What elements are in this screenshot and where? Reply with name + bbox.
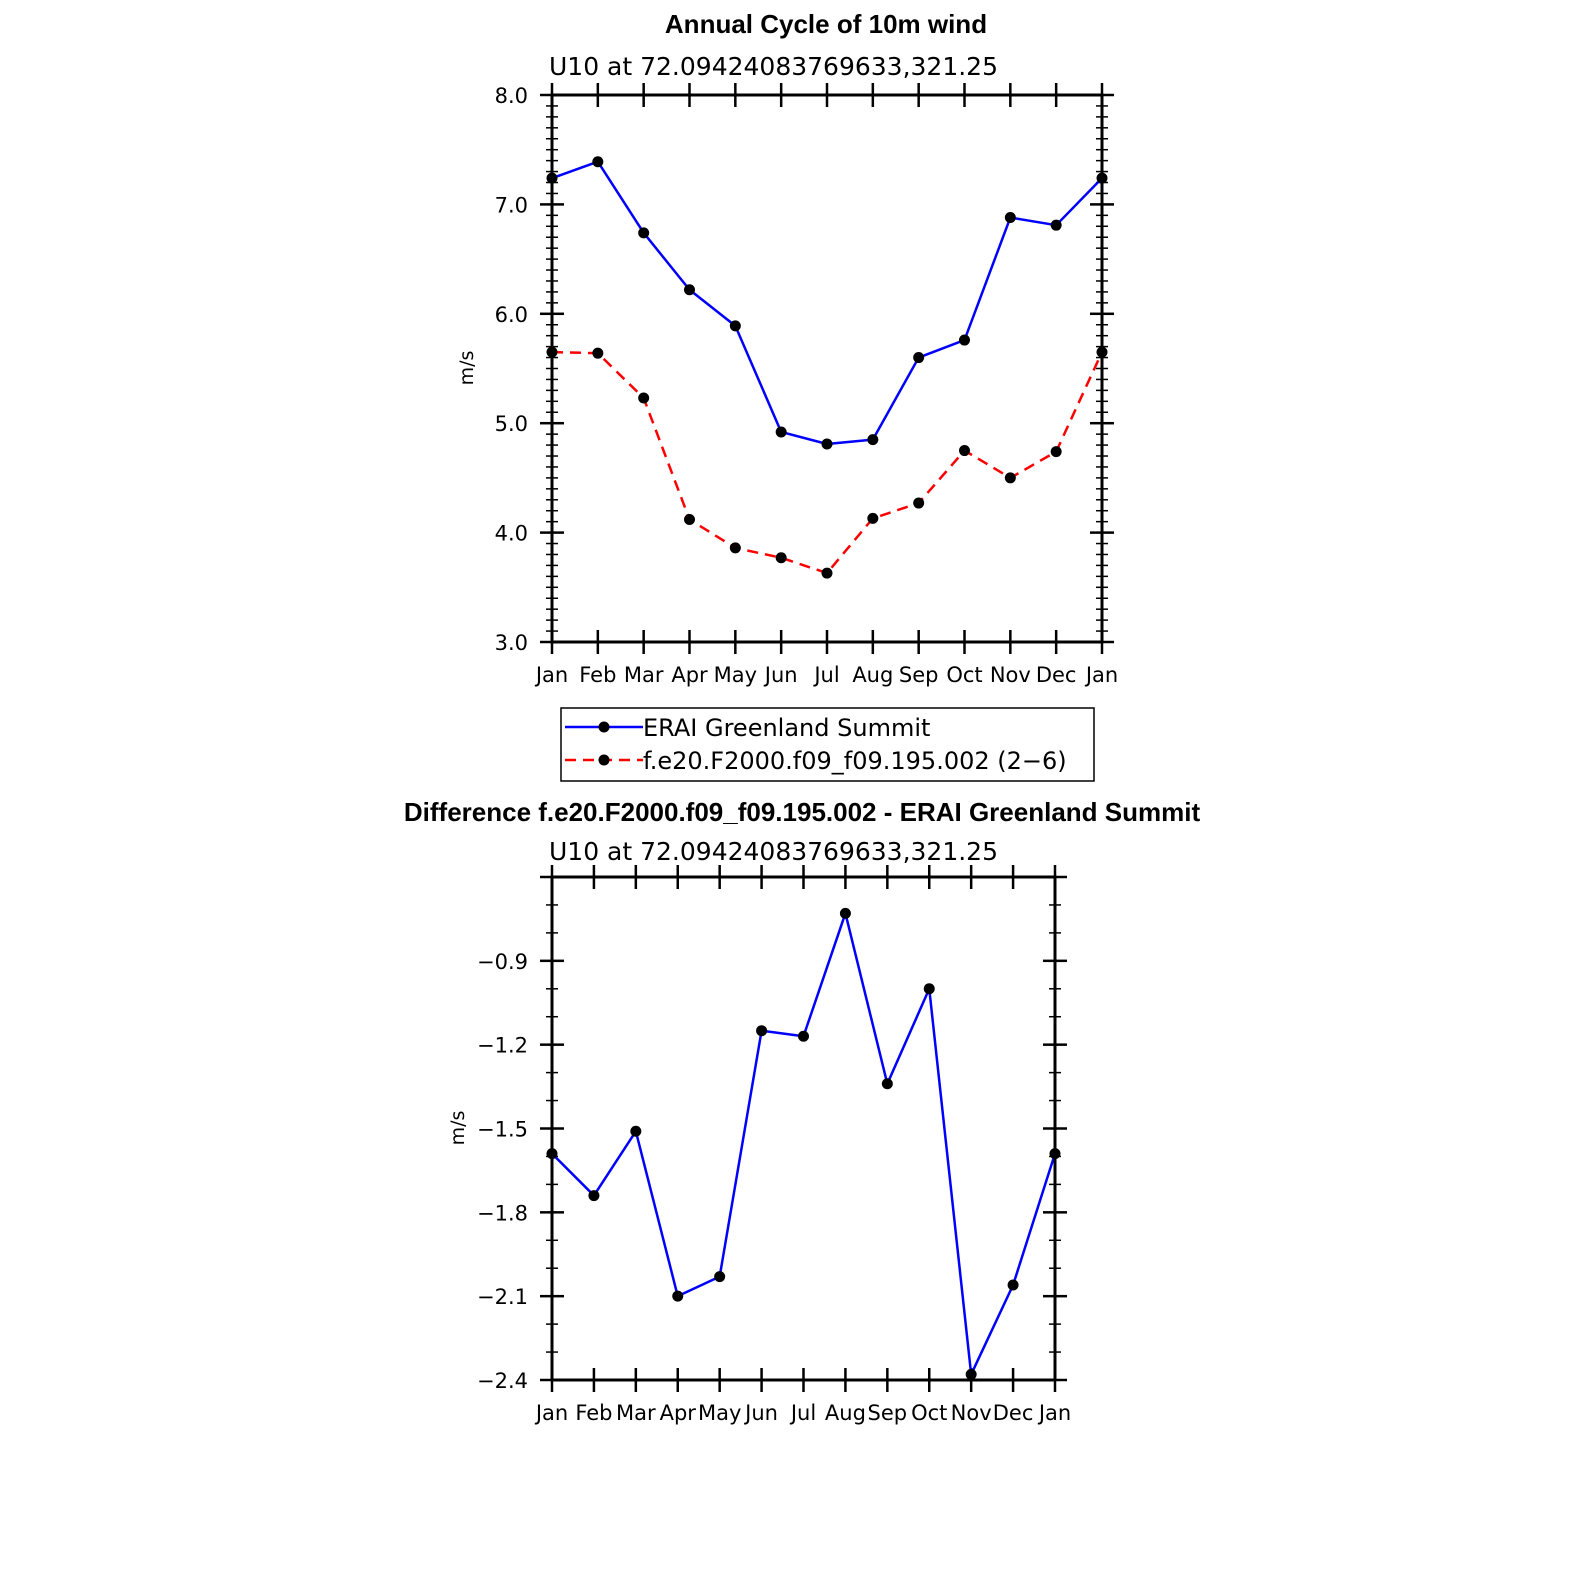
panel1-series-line-1 <box>551 350 1104 575</box>
panel2-series-0-point <box>839 907 851 919</box>
panel1-series-1-point <box>913 497 925 509</box>
panel1-series-1-point <box>592 347 604 359</box>
panel1-series-0-point <box>638 227 650 239</box>
panel1-series-1-point <box>1004 472 1016 484</box>
panel1-x-tick-label: Sep <box>899 663 939 687</box>
panel2-y-tick-label: −1.8 <box>477 1201 528 1225</box>
panel1-series-1-point <box>638 392 650 404</box>
panel2-x-tick-label: Jan <box>534 1401 568 1425</box>
panel2-x-tick-label: Mar <box>616 1401 656 1425</box>
panel2-y-tick-label: −2.1 <box>477 1285 528 1309</box>
panel2-y-axis-label: m/s <box>447 1111 469 1146</box>
panel1-plot-frame <box>550 93 1104 644</box>
panel1-y-axis-label: m/s <box>456 351 478 386</box>
panel2-title: Difference f.e20.F2000.f09_f09.195.002 -… <box>404 797 1201 827</box>
legend-marker-model <box>598 754 610 766</box>
panel1-x-tick-label: Apr <box>671 663 708 687</box>
panel1-series-1-point <box>1050 446 1062 458</box>
panel1-series-0-point <box>867 434 879 446</box>
panel1-series-0-point <box>1004 212 1016 224</box>
panel1-series-0-point <box>959 334 970 346</box>
panel2-series <box>546 907 1061 1380</box>
panel1-series-line-0 <box>551 160 1103 446</box>
panel2-x-tick-label: Jan <box>1037 1401 1071 1425</box>
panel1-y-tick-label: 8.0 <box>495 84 528 108</box>
panel1-series-0-point <box>592 156 604 168</box>
panel1-y-tick-label: 4.0 <box>495 522 528 546</box>
panel2-series-0-point <box>672 1290 684 1302</box>
panel1-series-0-point <box>821 438 833 450</box>
panel2-plot-frame <box>550 875 1057 1382</box>
panel2-y-tick-label: −1.5 <box>477 1118 528 1142</box>
panel2-series-0-point <box>923 983 935 995</box>
panel2-x-tick-label: Oct <box>911 1401 947 1425</box>
panel1-series-0-point <box>1050 219 1062 231</box>
panel1-series-0-point <box>913 352 925 364</box>
panel1-series-0-point <box>775 426 787 438</box>
panel1-x-tick-label: Jul <box>812 663 839 687</box>
panel1-series-1-point <box>775 552 787 564</box>
panel1-y-tick-label: 7.0 <box>495 193 528 217</box>
panel2-axes: Jan Feb Mar Apr May Jun Jul Aug Sep Oct Nov Dec Jan−… <box>477 865 1071 1425</box>
legend-item-erai: ERAI Greenland Summit <box>565 714 930 742</box>
panel1-series-1-point <box>729 542 741 554</box>
panel2-series-line-0 <box>551 912 1057 1376</box>
panel1-y-tick-label: 6.0 <box>495 303 528 327</box>
panel1-series <box>546 156 1108 579</box>
panel2-series-0-point <box>756 1025 768 1037</box>
panel2-x-tick-label: Apr <box>660 1401 697 1425</box>
panel2-x-tick-label: Nov <box>951 1401 992 1425</box>
panel2-x-tick-label: Jun <box>743 1401 778 1425</box>
panel1-x-tick-label: Mar <box>624 663 664 687</box>
panel1-x-tick-label: Oct <box>946 663 982 687</box>
panel2-subtitle: U10 at 72.09424083769633,321.25 <box>549 837 998 866</box>
panel2-series-0-point <box>881 1078 893 1090</box>
panel2-series-0-point <box>965 1368 977 1380</box>
panel1-x-tick-label: Jan <box>1084 663 1118 687</box>
panel2-series-0-point <box>798 1030 809 1042</box>
panel1-y-tick-label: 3.0 <box>495 631 528 655</box>
legend: ERAI Greenland Summit f.e20.F2000.f09_f0… <box>560 707 1095 782</box>
legend-item-model: f.e20.F2000.f09_f09.195.002 (2−6) <box>565 747 1067 775</box>
panel1-x-tick-label: Jan <box>534 663 568 687</box>
panel2-x-tick-label: Jul <box>789 1401 816 1425</box>
panel1-series-1-point <box>821 567 833 579</box>
panel2-series-0-point <box>714 1271 726 1283</box>
panel1-x-tick-label: Feb <box>579 663 616 687</box>
legend-label-model: f.e20.F2000.f09_f09.195.002 (2−6) <box>643 747 1067 775</box>
panel1-x-tick-label: Jun <box>763 663 798 687</box>
panel2-series-0-point <box>1007 1279 1019 1291</box>
legend-marker-erai <box>598 721 610 733</box>
panel2-x-tick-label: Aug <box>825 1401 866 1425</box>
panel2-y-tick-label: −2.4 <box>477 1369 528 1393</box>
panel1-series-1-point <box>684 513 695 525</box>
panel1-x-tick-label: Nov <box>990 663 1031 687</box>
panel1-title: Annual Cycle of 10m wind <box>665 9 987 39</box>
panel2-x-tick-label: May <box>698 1401 741 1425</box>
panel1-series-1-point <box>959 445 970 457</box>
panel-difference: Difference f.e20.F2000.f09_f09.195.002 -… <box>404 797 1201 1425</box>
panel2-series-0-point <box>630 1125 642 1137</box>
panel1-series-1-point <box>867 512 879 524</box>
legend-box <box>560 707 1095 782</box>
panel1-series-0-point <box>729 320 741 332</box>
panel1-y-tick-label: 5.0 <box>495 412 528 436</box>
panel1-subtitle: U10 at 72.09424083769633,321.25 <box>549 52 998 81</box>
panel2-x-tick-label: Sep <box>868 1401 908 1425</box>
panel2-series-0-point <box>588 1190 600 1202</box>
panel2-x-tick-label: Feb <box>575 1401 612 1425</box>
legend-label-erai: ERAI Greenland Summit <box>643 714 930 742</box>
panel-annual-cycle: Annual Cycle of 10m wind U10 at 72.09424… <box>456 9 1118 782</box>
panel2-x-tick-label: Dec <box>993 1401 1034 1425</box>
panel1-x-tick-label: Dec <box>1036 663 1077 687</box>
panel2-y-tick-label: −1.2 <box>477 1034 528 1058</box>
panel1-axes: Jan Feb Mar Apr May Jun Jul Aug Sep Oct Nov Dec Jan3… <box>495 83 1118 687</box>
panel1-x-tick-label: Aug <box>852 663 893 687</box>
panel2-y-tick-label: −0.9 <box>477 950 528 974</box>
panel1-x-tick-label: May <box>714 663 757 687</box>
panel1-series-0-point <box>684 284 695 296</box>
